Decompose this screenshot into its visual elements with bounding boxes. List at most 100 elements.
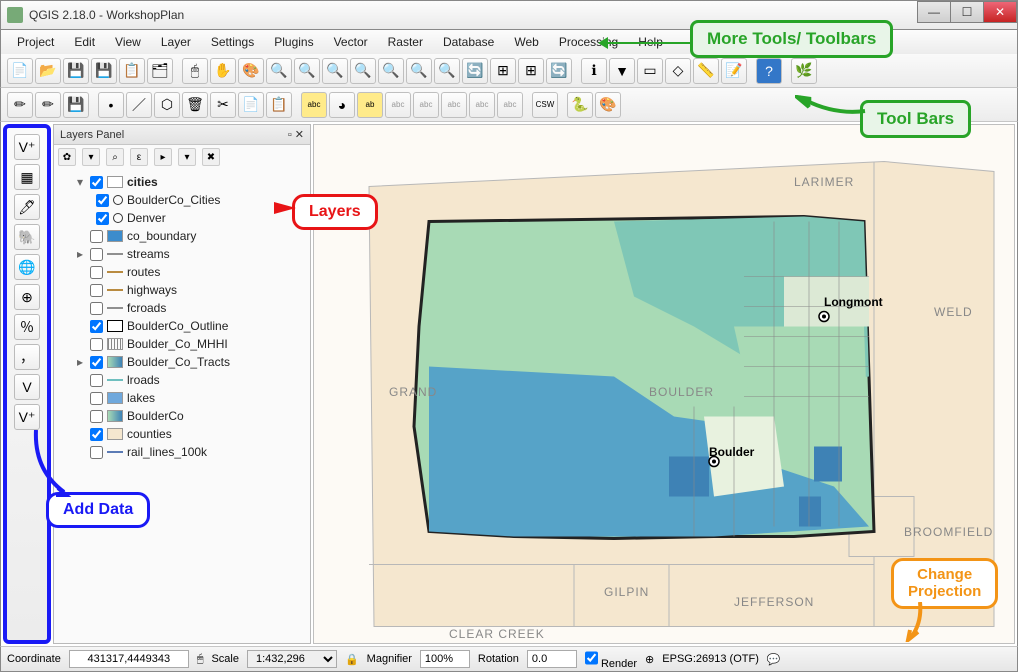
add-line-icon[interactable]: ／ xyxy=(126,92,152,118)
layer-Boulder_Co_Tracts[interactable]: ▸Boulder_Co_Tracts xyxy=(58,353,306,371)
add-wfs-icon[interactable]: ⊕ xyxy=(14,284,40,310)
layer-BoulderCo_Outline[interactable]: BoulderCo_Outline xyxy=(58,317,306,335)
save-edit-icon[interactable]: 💾 xyxy=(63,92,89,118)
layer-streams[interactable]: ▸streams xyxy=(58,245,306,263)
deselect-icon[interactable]: ◇ xyxy=(665,58,691,84)
pencil-icon[interactable]: ✏ xyxy=(7,92,33,118)
help-icon[interactable]: ? xyxy=(756,58,782,84)
label-g5-icon[interactable]: abc xyxy=(497,92,523,118)
select-rect-icon[interactable]: ▭ xyxy=(637,58,663,84)
layer-lroads[interactable]: lroads xyxy=(58,371,306,389)
copy-icon[interactable]: 📄 xyxy=(238,92,264,118)
cut-icon[interactable]: ✂ xyxy=(210,92,236,118)
save-icon[interactable]: 💾 xyxy=(63,58,89,84)
rot-input[interactable] xyxy=(527,650,577,668)
zoom-layer-icon[interactable]: 🔍 xyxy=(378,58,404,84)
zoom-colors-icon[interactable]: 🎨 xyxy=(238,58,264,84)
zoom-full-icon[interactable]: 🔍 xyxy=(322,58,348,84)
layer-rail_lines_100k[interactable]: rail_lines_100k xyxy=(58,443,306,461)
layer-lakes[interactable]: lakes xyxy=(58,389,306,407)
layer-Boulder_Co_MHHI[interactable]: Boulder_Co_MHHI xyxy=(58,335,306,353)
table-icon[interactable]: ⊞ xyxy=(490,58,516,84)
reload-icon[interactable]: 🔄 xyxy=(546,58,572,84)
label-abc-icon[interactable]: abc xyxy=(301,92,327,118)
expr-icon[interactable]: ε xyxy=(130,148,148,166)
zoom-out-icon[interactable]: 🔍 xyxy=(294,58,320,84)
pan-icon[interactable]: 🖱 xyxy=(182,58,208,84)
pan-hand-icon[interactable]: ✋ xyxy=(210,58,236,84)
zoom-selection-icon[interactable]: 🔍 xyxy=(350,58,376,84)
expand-icon[interactable]: ▸ xyxy=(154,148,172,166)
refresh-icon[interactable]: 🔄 xyxy=(462,58,488,84)
paste-icon[interactable]: 📋 xyxy=(266,92,292,118)
layer-co_boundary[interactable]: co_boundary xyxy=(58,227,306,245)
layer-order-icon[interactable]: 📋 xyxy=(119,58,145,84)
python-icon[interactable]: 🐍 xyxy=(567,92,593,118)
add-point-icon[interactable]: • xyxy=(98,92,124,118)
node-icon[interactable]: ⬡ xyxy=(154,92,180,118)
add-v2-icon[interactable]: V⁺ xyxy=(14,404,40,430)
label-g4-icon[interactable]: abc xyxy=(469,92,495,118)
zoom-last-icon[interactable]: 🔍 xyxy=(406,58,432,84)
minimize-button[interactable]: — xyxy=(917,1,951,23)
mag-input[interactable] xyxy=(420,650,470,668)
log-icon[interactable]: 💬 xyxy=(767,653,781,666)
label-yellow-icon[interactable]: ab xyxy=(357,92,383,118)
add-csv-icon[interactable]: ％ xyxy=(14,314,40,340)
label-g3-icon[interactable]: abc xyxy=(441,92,467,118)
crs-text[interactable]: EPSG:26913 (OTF) xyxy=(662,653,759,665)
layer-BoulderCo[interactable]: BoulderCo xyxy=(58,407,306,425)
menu-edit[interactable]: Edit xyxy=(64,35,105,49)
layer-fcroads[interactable]: fcroads xyxy=(58,299,306,317)
open-project-icon[interactable]: 📂 xyxy=(35,58,61,84)
remove-icon[interactable]: ✖ xyxy=(202,148,220,166)
menu-view[interactable]: View xyxy=(105,35,151,49)
new-shapefile-icon[interactable]: 🖊 xyxy=(14,194,40,220)
zoom-in-icon[interactable]: 🔍 xyxy=(266,58,292,84)
label-g1-icon[interactable]: abc xyxy=(385,92,411,118)
extras-icon[interactable]: 🌿 xyxy=(791,58,817,84)
select-drop-icon[interactable]: ▼ xyxy=(609,58,635,84)
filter-icon[interactable]: ▾ xyxy=(82,148,100,166)
menu-project[interactable]: Project xyxy=(7,35,64,49)
close-button[interactable]: ✕ xyxy=(983,1,1017,23)
menu-database[interactable]: Database xyxy=(433,35,504,49)
composer-icon[interactable]: 🗂 xyxy=(147,58,173,84)
add-spatialite-icon[interactable]: 🐘 xyxy=(14,224,40,250)
funnel-icon[interactable]: ⌕ xyxy=(106,148,124,166)
add-delimited-icon[interactable]: ， xyxy=(14,344,40,370)
csw-icon[interactable]: CSW xyxy=(532,92,558,118)
calc-icon[interactable]: ⊞ xyxy=(518,58,544,84)
add-raster-icon[interactable]: ▦ xyxy=(14,164,40,190)
menu-plugins[interactable]: Plugins xyxy=(264,35,323,49)
palette-icon[interactable]: 🎨 xyxy=(595,92,621,118)
menu-layer[interactable]: Layer xyxy=(151,35,201,49)
layer-highways[interactable]: highways xyxy=(58,281,306,299)
menu-web[interactable]: Web xyxy=(504,35,548,49)
menu-vector[interactable]: Vector xyxy=(324,35,378,49)
maximize-button[interactable]: ☐ xyxy=(950,1,984,23)
zoom-next-icon[interactable]: 🔍 xyxy=(434,58,460,84)
label-g2-icon[interactable]: abc xyxy=(413,92,439,118)
layer-routes[interactable]: routes xyxy=(58,263,306,281)
edit-icon[interactable]: ✏ xyxy=(35,92,61,118)
coord-input[interactable] xyxy=(69,650,189,668)
pie-icon[interactable]: ◕ xyxy=(329,92,355,118)
collapse-icon[interactable]: ▾ xyxy=(178,148,196,166)
layer-counties[interactable]: counties xyxy=(58,425,306,443)
layer-cities[interactable]: ▾cities xyxy=(58,173,306,191)
scale-select[interactable]: 1:432,296 xyxy=(247,650,337,668)
save-as-icon[interactable]: 💾 xyxy=(91,58,117,84)
render-check[interactable]: Render xyxy=(585,649,637,670)
layers-panel-undock[interactable]: ▫ ✕ xyxy=(288,128,304,141)
add-virtual-icon[interactable]: V xyxy=(14,374,40,400)
add-wms-icon[interactable]: 🌐 xyxy=(14,254,40,280)
style-icon[interactable]: ✿ xyxy=(58,148,76,166)
identify-icon[interactable]: ℹ xyxy=(581,58,607,84)
text-icon[interactable]: 📝 xyxy=(721,58,747,84)
menu-raster[interactable]: Raster xyxy=(378,35,433,49)
new-project-icon[interactable]: 📄 xyxy=(7,58,33,84)
crs-icon[interactable]: ⊕ xyxy=(645,653,654,666)
lock-icon[interactable]: 🔒 xyxy=(345,653,359,666)
add-vector-icon[interactable]: V⁺ xyxy=(14,134,40,160)
